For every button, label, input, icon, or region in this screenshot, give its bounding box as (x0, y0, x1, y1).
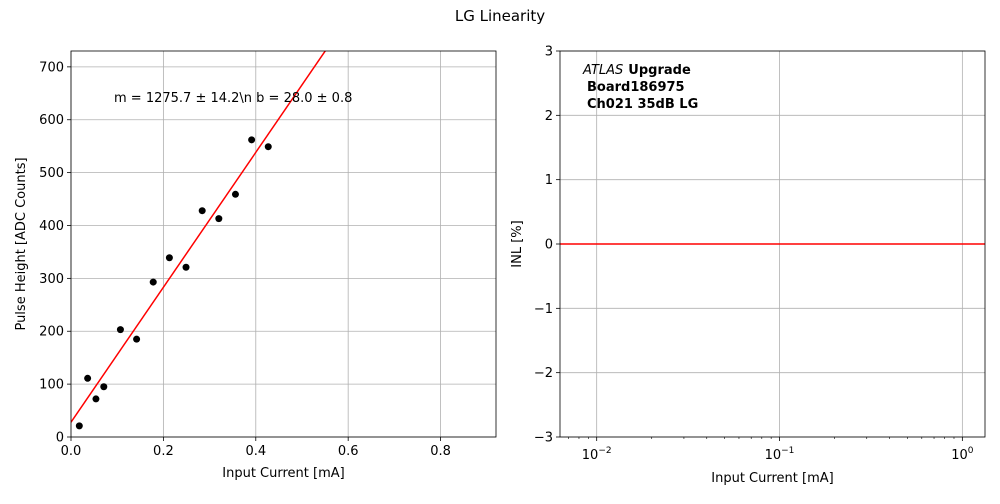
left-data-point (165, 254, 173, 262)
left-data-point (92, 395, 100, 403)
atlas-label-italic: ATLAS (582, 63, 623, 78)
left-x-tick-label: 0.0 (61, 444, 82, 459)
left-data-point (84, 374, 92, 382)
left-x-tick-label: 0.4 (245, 444, 266, 459)
right-y-tick-label: 3 (545, 45, 553, 60)
left-x-tick-label: 0.6 (338, 444, 359, 459)
left-data-point (215, 215, 223, 223)
board-label: Board186975 (587, 80, 685, 95)
right-x-axis-label: Input Current [mA] (711, 471, 833, 486)
atlas-label-bold: Upgrade (628, 63, 691, 78)
left-data-point (198, 207, 206, 215)
left-axes-frame (70, 50, 497, 438)
left-y-axis-label: Pulse Height [ADC Counts] (14, 157, 29, 330)
atlas-label-line-1: ATLAS Upgrade (582, 63, 691, 78)
left-y-tick-label: 600 (39, 113, 64, 128)
left-y-tick-label: 100 (39, 378, 64, 393)
right-x-tick-label: 100 (951, 446, 974, 463)
left-data-point (133, 335, 141, 343)
right-y-axis-label: INL [%] (510, 220, 525, 267)
left-y-tick-label: 400 (39, 219, 64, 234)
left-data-point (149, 278, 157, 286)
left-y-tick-label: 700 (39, 60, 64, 75)
left-data-point (75, 422, 83, 430)
channel-label: Ch021 35dB LG (587, 97, 698, 112)
left-data-point (182, 263, 190, 271)
left-y-tick-label: 300 (39, 272, 64, 287)
right-x-tick-label: 10−2 (582, 446, 612, 463)
fit-annotation: m = 1275.7 ± 14.2\n b = 28.0 ± 0.8 (114, 91, 352, 106)
left-data-point (264, 143, 272, 151)
right-y-tick-label: −1 (534, 302, 553, 317)
left-x-tick-label: 0.8 (430, 444, 451, 459)
figure-title: LG Linearity (454, 7, 546, 25)
right-y-tick-label: 2 (545, 109, 553, 124)
left-x-tick-label: 0.2 (153, 444, 174, 459)
right-y-tick-label: −3 (534, 431, 553, 446)
left-data-point (248, 136, 256, 144)
left-fit-line (71, 51, 327, 423)
left-y-tick-label: 0 (56, 431, 64, 446)
left-data-point (100, 383, 108, 391)
right-x-tick-label: 10−1 (765, 446, 795, 463)
right-y-tick-label: 0 (545, 238, 553, 253)
left-y-tick-label: 200 (39, 325, 64, 340)
left-x-axis-label: Input Current [mA] (222, 466, 344, 481)
left-data-point (116, 326, 124, 334)
left-data-point (231, 190, 239, 198)
right-y-tick-label: −2 (534, 366, 553, 381)
right-y-tick-label: 1 (545, 173, 553, 188)
left-y-tick-label: 500 (39, 166, 64, 181)
